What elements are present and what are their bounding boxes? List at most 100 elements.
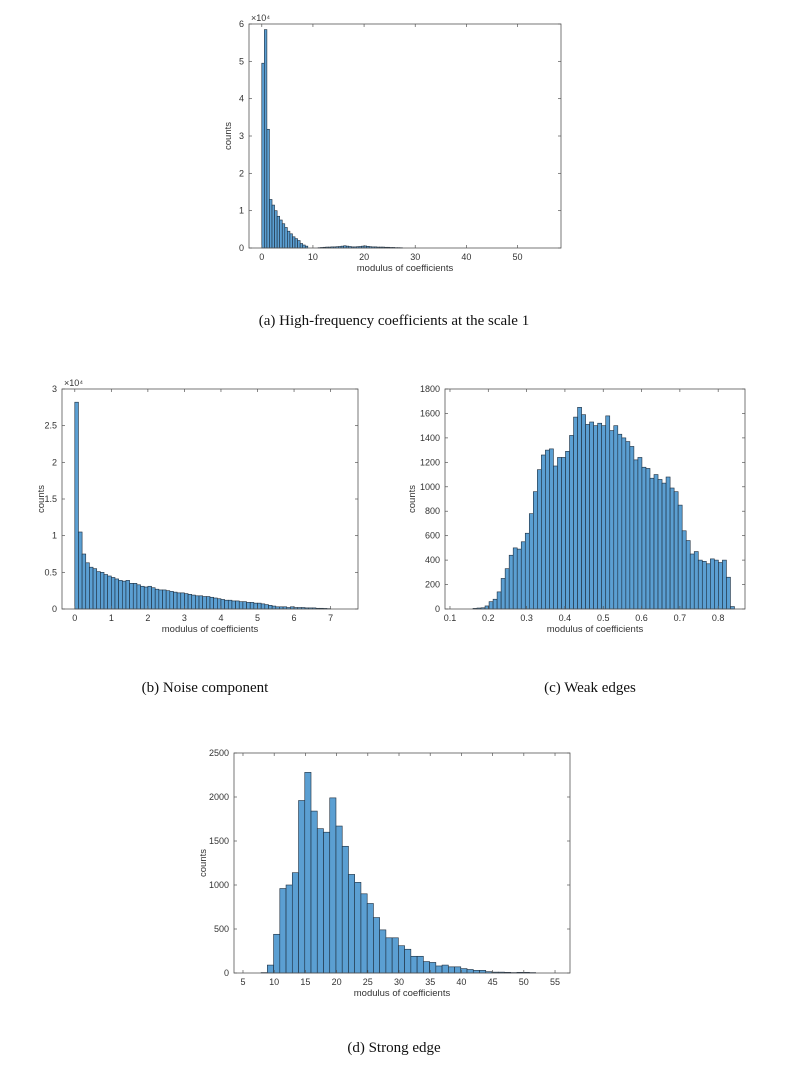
histogram-bar — [246, 602, 251, 610]
y-axis-label: counts — [198, 849, 209, 877]
x-tick-label: 0.2 — [482, 613, 495, 623]
histogram-bar — [260, 603, 266, 610]
chart-a: 0 10 20 30 40 50 0 1 2 3 4 5 6 ×10⁴ modulus of coeffic… — [223, 13, 562, 274]
histogram-bar — [677, 504, 683, 610]
y-tick-label: 500 — [214, 924, 229, 934]
histogram-bar — [129, 583, 134, 610]
histogram-bar — [238, 601, 244, 610]
x-tick-label: 7 — [328, 613, 333, 623]
histogram-bar — [601, 425, 607, 610]
histogram-bar — [294, 238, 298, 249]
x-tick-label: 10 — [269, 977, 279, 987]
histogram-bar — [304, 772, 312, 974]
y-tick-label: 1400 — [420, 433, 440, 443]
x-tick-label: 0.4 — [559, 613, 572, 623]
axes-box — [444, 388, 746, 610]
y-tick-label: 4 — [239, 94, 244, 104]
caption-b: (b) Noise component — [141, 680, 269, 696]
histogram-bar — [665, 476, 671, 610]
histogram-bar — [341, 845, 349, 974]
y-tick-label: 0.5 — [44, 567, 57, 577]
histogram-bar — [466, 969, 474, 974]
y-tick-label: 3 — [52, 384, 57, 394]
histogram-bar — [589, 421, 594, 610]
histogram-bar — [609, 430, 615, 610]
histogram-bar — [253, 602, 258, 610]
histogram-bar — [235, 600, 240, 610]
histogram-bar — [284, 227, 288, 249]
histogram-bar — [649, 477, 655, 610]
histogram-bar — [545, 449, 550, 610]
y-tick-label: 2500 — [209, 748, 229, 758]
x-tick-label: 6 — [292, 613, 297, 623]
x-tick-label: 0 — [72, 613, 77, 623]
y-tick-label: 2000 — [209, 792, 229, 802]
histogram-bar — [269, 199, 273, 249]
histogram-bar — [441, 964, 449, 974]
x-tick-label: 2 — [145, 613, 150, 623]
y-tick-label: 600 — [425, 531, 440, 541]
histogram-bar — [701, 561, 707, 610]
x-tick-label: 5 — [255, 613, 260, 623]
x-tick-label: 30 — [394, 977, 404, 987]
histogram-bar — [710, 558, 715, 610]
histogram-bar — [697, 559, 703, 610]
histogram-bar — [276, 215, 280, 249]
x-axis-label: modulus of coefficients — [357, 263, 454, 274]
histogram-bar — [279, 219, 283, 249]
y-tick-label: 2 — [239, 168, 244, 178]
x-tick-label: 10 — [308, 252, 318, 262]
histogram-bar — [162, 589, 167, 610]
histogram-bar — [379, 929, 387, 974]
histogram-bar — [524, 532, 530, 610]
histogram-bar — [202, 596, 207, 610]
histogram-bar — [271, 204, 275, 249]
histogram-bar — [316, 828, 324, 974]
y-tick-label: 0 — [435, 604, 440, 614]
histogram-bar — [224, 599, 229, 610]
histogram-bar — [629, 446, 635, 610]
histogram-bar — [151, 587, 156, 610]
histogram-bar — [184, 593, 189, 610]
histogram-bar — [528, 513, 534, 610]
histogram-bar — [706, 563, 711, 610]
histogram-bar — [404, 948, 412, 974]
histogram-bar — [187, 594, 193, 610]
y-tick-label: 1000 — [420, 482, 440, 492]
x-tick-label: 40 — [461, 252, 471, 262]
caption-a: (a) High-frequency coefficients at the s… — [258, 313, 530, 329]
x-tick-label: 20 — [332, 977, 342, 987]
histogram-bar — [416, 955, 424, 974]
histogram-bar — [681, 530, 687, 610]
y-axis-label: counts — [407, 485, 418, 513]
histogram-bar — [512, 547, 518, 610]
x-tick-label: 5 — [240, 977, 245, 987]
x-tick-label: 35 — [425, 977, 435, 987]
histogram-bar — [158, 589, 163, 610]
histogram-bar — [81, 553, 87, 610]
histogram-bar — [366, 903, 374, 974]
x-axis-label: modulus of coefficients — [547, 624, 644, 635]
histogram-bar — [410, 955, 418, 974]
y-tick-label: 800 — [425, 506, 440, 516]
y-tick-label: 0 — [224, 968, 229, 978]
histogram-bar — [323, 831, 331, 974]
histogram-bar — [264, 29, 268, 249]
histogram-bar — [242, 601, 247, 610]
x-tick-label: 0.3 — [520, 613, 533, 623]
histogram-bar — [279, 888, 287, 974]
histogram-bar — [268, 605, 273, 610]
chart-b: 0 1 2 3 4 5 6 7 0 0.5 1 1.5 2 2.5 3 ×10⁴ modulus of coef… — [36, 378, 359, 635]
x-tick-label: 55 — [550, 977, 560, 987]
chart-d: 5 10 15 20 25 30 35 40 45 50 55 0 500 1000 1500 2000 250… — [198, 748, 571, 999]
histogram-bar — [537, 469, 542, 610]
histogram-bar — [581, 414, 586, 610]
histogram-bar — [605, 415, 611, 610]
histogram-bar — [132, 583, 138, 610]
x-tick-label: 0.6 — [635, 613, 648, 623]
x-tick-label: 0.8 — [712, 613, 725, 623]
histogram-bar — [107, 575, 112, 610]
histogram-bar — [271, 605, 277, 610]
